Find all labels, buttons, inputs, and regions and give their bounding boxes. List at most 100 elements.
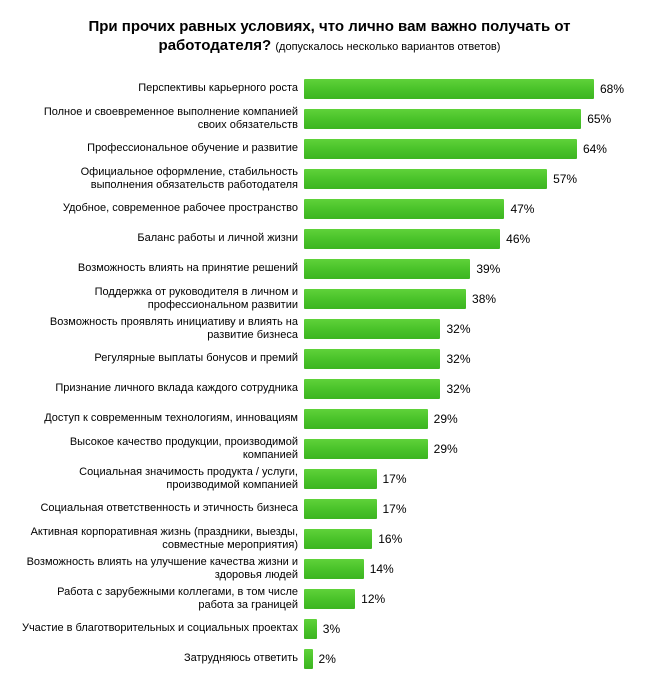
chart-row-bar-area: 16%	[304, 524, 639, 554]
chart-row-label: Социальная ответственность и этичность б…	[20, 502, 304, 515]
chart-row-value: 32%	[446, 322, 470, 336]
chart-row: Возможность проявлять инициативу и влият…	[20, 314, 639, 344]
chart-row-bar-area: 57%	[304, 164, 639, 194]
chart-bar	[304, 349, 440, 369]
chart-row: Профессиональное обучение и развитие 64%	[20, 134, 639, 164]
chart-row-bar-area: 17%	[304, 494, 639, 524]
chart-container: При прочих равных условиях, что лично ва…	[0, 0, 659, 688]
chart-row-value: 2%	[319, 652, 336, 666]
chart-bar	[304, 79, 594, 99]
chart-bar	[304, 409, 428, 429]
chart-row-bar-area: 3%	[304, 614, 639, 644]
chart-row-label: Возможность влиять на улучшение качества…	[20, 556, 304, 581]
chart-title-sub: (допускалось несколько вариантов ответов…	[275, 41, 500, 53]
chart-bar	[304, 589, 355, 609]
chart-row: Баланс работы и личной жизни 46%	[20, 224, 639, 254]
chart-bar	[304, 559, 364, 579]
chart-row-value: 39%	[476, 262, 500, 276]
chart-row-bar-area: 32%	[304, 314, 639, 344]
chart-row-value: 17%	[383, 472, 407, 486]
chart-row-value: 68%	[600, 82, 624, 96]
chart-row-bar-area: 65%	[304, 104, 639, 134]
chart-row-label: Полное и своевременное выполнение компан…	[20, 106, 304, 131]
chart-row: Перспективы карьерного роста 68%	[20, 74, 639, 104]
chart-row-value: 17%	[383, 502, 407, 516]
chart-row-bar-area: 32%	[304, 374, 639, 404]
chart-row-value: 65%	[587, 112, 611, 126]
chart-row-label: Баланс работы и личной жизни	[20, 232, 304, 245]
chart-row: Доступ к современным технологиям, иннова…	[20, 404, 639, 434]
chart-row-label: Возможность проявлять инициативу и влият…	[20, 316, 304, 341]
chart-row-bar-area: 2%	[304, 644, 639, 674]
chart-row-label: Работа с зарубежными коллегами, в том чи…	[20, 586, 304, 611]
chart-row: Возможность влиять на принятие решений 39…	[20, 254, 639, 284]
chart-row-label: Доступ к современным технологиям, иннова…	[20, 412, 304, 425]
chart-row: Социальная ответственность и этичность б…	[20, 494, 639, 524]
chart-row-value: 3%	[323, 622, 340, 636]
chart-row-label: Перспективы карьерного роста	[20, 82, 304, 95]
chart-row: Активная корпоративная жизнь (праздники,…	[20, 524, 639, 554]
chart-bar	[304, 139, 577, 159]
chart-row-value: 29%	[434, 442, 458, 456]
chart-row: Признание личного вклада каждого сотрудн…	[20, 374, 639, 404]
chart-row-bar-area: 12%	[304, 584, 639, 614]
chart-row-bar-area: 29%	[304, 434, 639, 464]
chart-bar	[304, 649, 313, 669]
chart-body: Перспективы карьерного роста 68% Полное и …	[20, 74, 639, 674]
chart-row-value: 57%	[553, 172, 577, 186]
chart-row: Поддержка от руководителя в личном и про…	[20, 284, 639, 314]
chart-bar	[304, 439, 428, 459]
chart-row-label: Регулярные выплаты бонусов и премий	[20, 352, 304, 365]
chart-row-bar-area: 17%	[304, 464, 639, 494]
chart-row-label: Признание личного вклада каждого сотрудн…	[20, 382, 304, 395]
chart-row-value: 29%	[434, 412, 458, 426]
chart-row-label: Возможность влиять на принятие решений	[20, 262, 304, 275]
chart-row: Социальная значимость продукта / услуги,…	[20, 464, 639, 494]
chart-row-bar-area: 32%	[304, 344, 639, 374]
chart-row: Удобное, современное рабочее пространств…	[20, 194, 639, 224]
chart-row-label: Социальная значимость продукта / услуги,…	[20, 466, 304, 491]
chart-row-label: Профессиональное обучение и развитие	[20, 142, 304, 155]
chart-row-label: Поддержка от руководителя в личном и про…	[20, 286, 304, 311]
chart-row-label: Участие в благотворительных и социальных…	[20, 622, 304, 635]
chart-bar	[304, 289, 466, 309]
chart-bar	[304, 319, 440, 339]
chart-row-value: 32%	[446, 352, 470, 366]
chart-row-bar-area: 29%	[304, 404, 639, 434]
chart-row: Затрудняюсь ответить 2%	[20, 644, 639, 674]
chart-row-value: 32%	[446, 382, 470, 396]
chart-row-bar-area: 68%	[304, 74, 639, 104]
chart-row-value: 38%	[472, 292, 496, 306]
chart-bar	[304, 469, 377, 489]
chart-row-label: Официальное оформление, стабильность вып…	[20, 166, 304, 191]
chart-row-label: Высокое качество продукции, производимой…	[20, 436, 304, 461]
chart-row-label: Затрудняюсь ответить	[20, 652, 304, 665]
chart-title: При прочих равных условиях, что лично ва…	[50, 18, 610, 56]
chart-row: Высокое качество продукции, производимой…	[20, 434, 639, 464]
chart-row-bar-area: 38%	[304, 284, 639, 314]
chart-row-value: 46%	[506, 232, 530, 246]
chart-row: Полное и своевременное выполнение компан…	[20, 104, 639, 134]
chart-row-bar-area: 14%	[304, 554, 639, 584]
chart-bar	[304, 199, 504, 219]
chart-row-bar-area: 39%	[304, 254, 639, 284]
chart-row: Регулярные выплаты бонусов и премий 32%	[20, 344, 639, 374]
chart-row: Участие в благотворительных и социальных…	[20, 614, 639, 644]
chart-row: Официальное оформление, стабильность вып…	[20, 164, 639, 194]
chart-row-bar-area: 47%	[304, 194, 639, 224]
chart-row-label: Активная корпоративная жизнь (праздники,…	[20, 526, 304, 551]
chart-row-value: 12%	[361, 592, 385, 606]
chart-row: Возможность влиять на улучшение качества…	[20, 554, 639, 584]
chart-bar	[304, 109, 581, 129]
chart-bar	[304, 379, 440, 399]
chart-bar	[304, 229, 500, 249]
chart-bar	[304, 259, 470, 279]
chart-bar	[304, 619, 317, 639]
chart-row-value: 64%	[583, 142, 607, 156]
chart-bar	[304, 499, 377, 519]
chart-row: Работа с зарубежными коллегами, в том чи…	[20, 584, 639, 614]
chart-row-value: 16%	[378, 532, 402, 546]
chart-bar	[304, 169, 547, 189]
chart-row-value: 47%	[510, 202, 534, 216]
chart-row-label: Удобное, современное рабочее пространств…	[20, 202, 304, 215]
